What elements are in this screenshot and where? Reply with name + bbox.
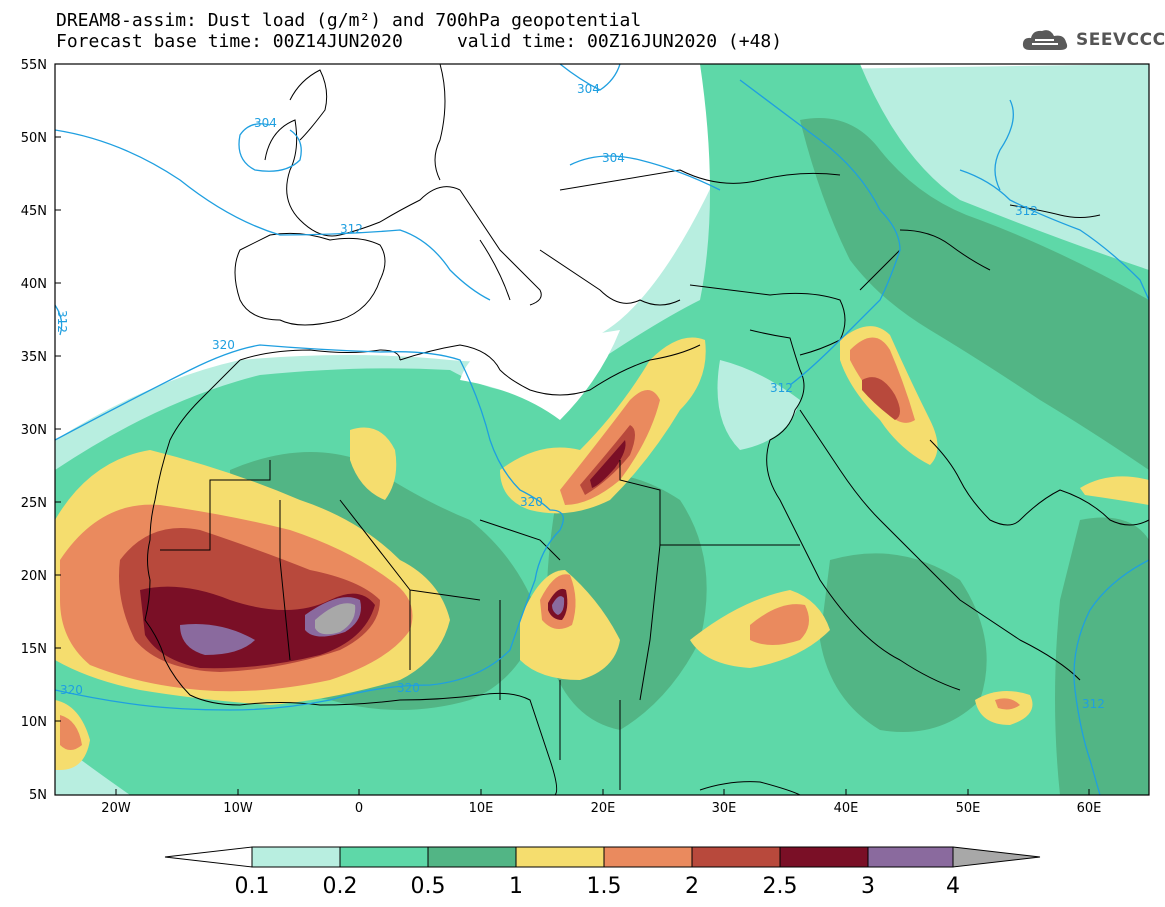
logo-text: SEEVCCC [1076,30,1165,50]
map-header: DREAM8-assim: Dust load (g/m²) and 700hP… [56,10,782,52]
colorbar-segment [603,846,693,868]
lon-tick-label: 10E [469,801,494,816]
lon-axis: 20W 10W 0 10E 20E 30E 40E 50E 60E [101,789,1101,816]
colorbar-segment [515,846,605,868]
colorbar-label: 4 [946,874,960,899]
colorbar-segment [427,846,517,868]
lat-tick-label: 35N [21,350,47,365]
lat-tick-label: 25N [21,496,47,511]
colorbar-segment [691,846,781,868]
lat-tick-label: 20N [21,569,47,584]
lon-tick-label: 40E [834,801,859,816]
contour-label: 320 [397,681,420,695]
contour-label: 312 [55,310,69,333]
contour-label: 312 [340,222,363,236]
contour-label: 320 [60,683,83,697]
contour-label: 304 [577,82,600,96]
colorbar-segment [952,846,1041,868]
contour-label: 312 [1015,204,1038,218]
lat-tick-label: 30N [21,423,47,438]
contour-label: 304 [254,116,277,130]
lat-tick-label: 45N [21,204,47,219]
colorbar-segment [339,846,429,868]
colorbar-label: 1.5 [587,874,622,899]
lat-tick-label: 50N [21,131,47,146]
colorbar-label: 1 [509,874,523,899]
base-time: Forecast base time: 00Z14JUN2020 [56,31,403,52]
lat-tick-label: 40N [21,277,47,292]
coastlines [144,64,1149,795]
lon-tick-label: 20W [101,801,131,816]
contour-label: 304 [602,151,625,165]
colorbar: 0.1 0.2 0.5 1 1.5 2 2.5 3 4 [164,846,1041,899]
colorbar-label: 2 [685,874,699,899]
lat-tick-label: 15N [21,642,47,657]
geopotential-contours [55,64,1149,795]
seevccc-logo: SEEVCCC [1020,26,1165,54]
lat-tick-label: 55N [21,58,47,73]
contour-label: 312 [770,381,793,395]
lon-tick-label: 10W [223,801,253,816]
lon-tick-label: 50E [956,801,981,816]
colorbar-segment [779,846,869,868]
colorbar-label: 3 [861,874,875,899]
colorbar-label: 2.5 [763,874,798,899]
map-title: DREAM8-assim: Dust load (g/m²) and 700hP… [56,10,642,31]
contour-labels: 304 304 304 312 312 312 312 320 320 320 … [55,82,1105,711]
lon-tick-label: 20E [591,801,616,816]
colorbar-segment [251,846,341,868]
colorbar-segment [164,846,253,868]
lon-tick-label: 60E [1077,801,1102,816]
contour-label: 320 [212,338,235,352]
lon-tick-label: 30E [712,801,737,816]
lon-tick-label: 0 [355,801,363,816]
contour-label: 320 [520,495,543,509]
colorbar-label: 0.5 [411,874,446,899]
valid-time: valid time: 00Z16JUN2020 (+48) [456,31,783,52]
dust-fields [55,64,1149,795]
cloud-logo-icon [1022,30,1068,50]
lat-tick-label: 10N [21,715,47,730]
colorbar-segment [867,846,954,868]
contour-label: 312 [1082,697,1105,711]
time-row: Forecast base time: 00Z14JUN2020 valid t… [56,31,782,52]
colorbar-label: 0.2 [323,874,358,899]
lat-tick-label: 5N [29,788,47,803]
lat-axis: 55N 50N 45N 40N 35N 30N 25N 20N 15N 10N … [21,58,61,803]
colorbar-label: 0.1 [235,874,270,899]
